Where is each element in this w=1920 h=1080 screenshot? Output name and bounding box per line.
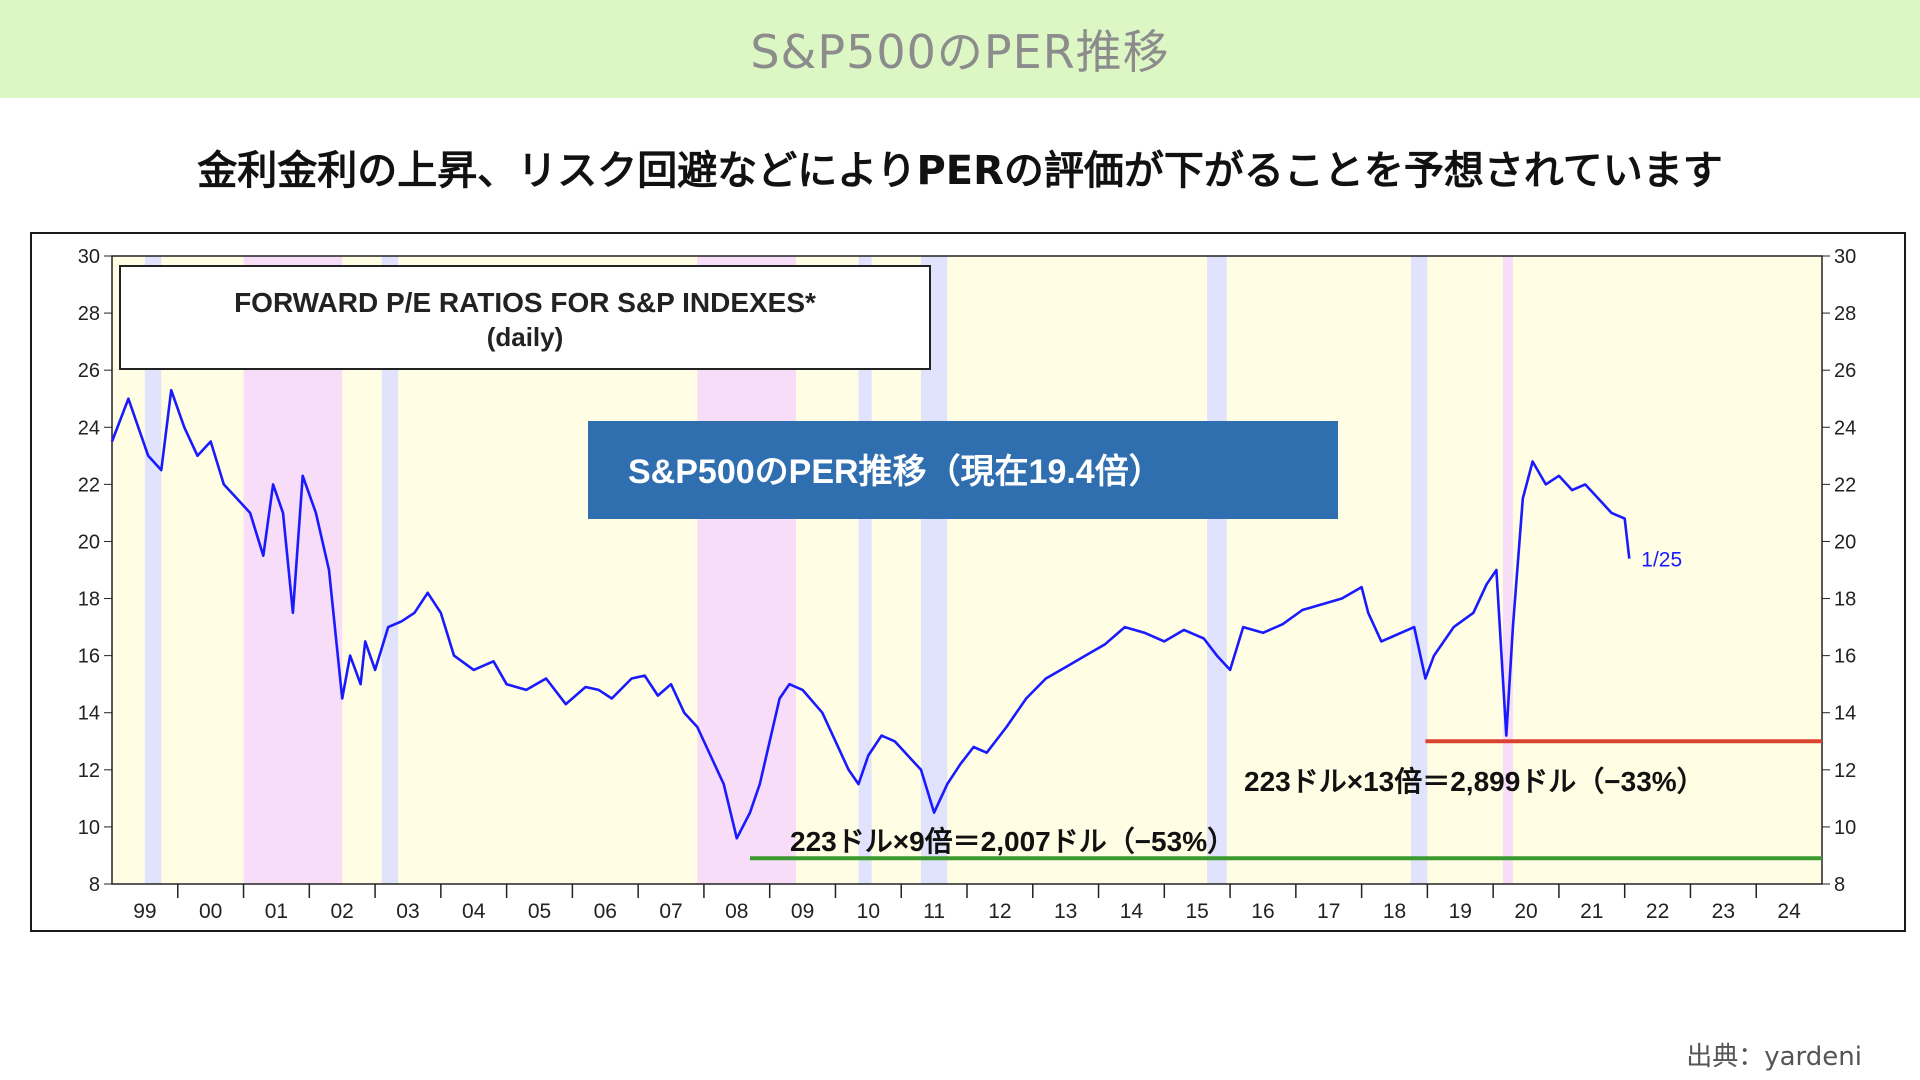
y-tick-label-left: 16 xyxy=(78,646,100,668)
x-tick-label: 12 xyxy=(988,900,1011,923)
y-tick-label-left: 22 xyxy=(78,474,100,496)
x-tick-label: 01 xyxy=(265,900,288,923)
y-tick-label-right: 22 xyxy=(1834,474,1856,496)
x-tick-label: 07 xyxy=(659,900,682,923)
x-tick-label: 20 xyxy=(1514,900,1537,923)
x-tick-label: 23 xyxy=(1712,900,1735,923)
x-tick-label: 06 xyxy=(594,900,617,923)
chart-subtitle: (daily) xyxy=(487,322,564,352)
x-tick-label: 00 xyxy=(199,900,222,923)
title-bar: S&P500のPER推移 xyxy=(0,0,1920,98)
y-tick-label-right: 18 xyxy=(1834,589,1856,611)
source-note: 出典：yardeni xyxy=(1686,1042,1862,1072)
x-tick-label: 13 xyxy=(1054,900,1077,923)
x-tick-label: 16 xyxy=(1251,900,1274,923)
x-tick-label: 03 xyxy=(396,900,419,923)
market-stress-band xyxy=(381,256,399,884)
x-tick-label: 09 xyxy=(791,900,814,923)
y-tick-label-left: 20 xyxy=(78,531,100,553)
end-date-label: 1/25 xyxy=(1641,549,1682,572)
y-tick-label-left: 30 xyxy=(78,246,100,268)
pe-ratio-chart: 8 8 10 10 12 12 14 14 16 16 18 18 20 20 22 22 24 24 26 26 28… xyxy=(78,246,1857,923)
page-subtitle: 金利金利の上昇、リスク回避などによりPERの評価が下がることを予想されています xyxy=(197,148,1723,194)
x-tick-label: 15 xyxy=(1186,900,1209,923)
overlay-label-box xyxy=(588,421,1338,519)
y-tick-label-left: 10 xyxy=(78,817,100,839)
x-tick-label: 99 xyxy=(133,900,156,923)
x-tick-label: 11 xyxy=(923,900,945,923)
target-label-13x: 223ドル×13倍＝2,899ドル（−33%） xyxy=(1244,765,1705,797)
market-stress-band xyxy=(858,256,872,884)
y-tick-label-right: 28 xyxy=(1834,303,1856,325)
x-tick-label: 18 xyxy=(1383,900,1406,923)
page-title: S&P500のPER推移 xyxy=(750,25,1170,79)
overlay-label: S&P500のPER推移（現在19.4倍） xyxy=(628,452,1163,491)
y-tick-label-left: 18 xyxy=(78,589,100,611)
y-tick-label-right: 8 xyxy=(1834,874,1845,896)
chart-title: FORWARD P/E RATIOS FOR S&P INDEXES* xyxy=(234,287,816,318)
x-tick-label: 14 xyxy=(1120,900,1144,923)
x-tick-label: 05 xyxy=(528,900,551,923)
y-tick-label-right: 10 xyxy=(1834,817,1856,839)
y-tick-label-left: 8 xyxy=(89,874,100,896)
x-tick-label: 02 xyxy=(331,900,354,923)
pe-ratio-line xyxy=(110,388,1631,840)
x-tick-label: 10 xyxy=(857,900,880,923)
x-tick-label: 21 xyxy=(1580,900,1603,923)
y-tick-label-left: 28 xyxy=(78,303,100,325)
y-tick-label-right: 30 xyxy=(1834,246,1856,268)
y-tick-label-right: 26 xyxy=(1834,360,1856,382)
x-tick-label: 22 xyxy=(1646,900,1669,923)
target-label-9x: 223ドル×9倍＝2,007ドル（−53%） xyxy=(790,825,1235,857)
y-tick-label-left: 12 xyxy=(78,760,100,782)
x-tick-label: 17 xyxy=(1317,900,1340,923)
x-tick-label: 24 xyxy=(1777,900,1801,923)
chart-frame: 8 8 10 10 12 12 14 14 16 16 18 18 20 20 22 22 24 24 26 26 28… xyxy=(30,232,1906,932)
market-stress-band xyxy=(144,256,162,884)
chart-title-box xyxy=(119,265,931,370)
market-stress-band xyxy=(1207,256,1227,884)
x-tick-label: 04 xyxy=(462,900,486,923)
y-tick-label-left: 26 xyxy=(78,360,100,382)
y-tick-label-right: 16 xyxy=(1834,646,1856,668)
y-tick-label-right: 20 xyxy=(1834,531,1856,553)
x-tick-label: 08 xyxy=(725,900,748,923)
recession-band xyxy=(1503,256,1513,884)
x-tick-label: 19 xyxy=(1449,900,1472,923)
y-tick-label-left: 14 xyxy=(78,703,100,725)
y-tick-label-right: 24 xyxy=(1834,417,1856,439)
y-tick-label-right: 12 xyxy=(1834,760,1856,782)
y-tick-label-right: 14 xyxy=(1834,703,1856,725)
market-stress-band xyxy=(1410,256,1428,884)
y-tick-label-left: 24 xyxy=(78,417,100,439)
